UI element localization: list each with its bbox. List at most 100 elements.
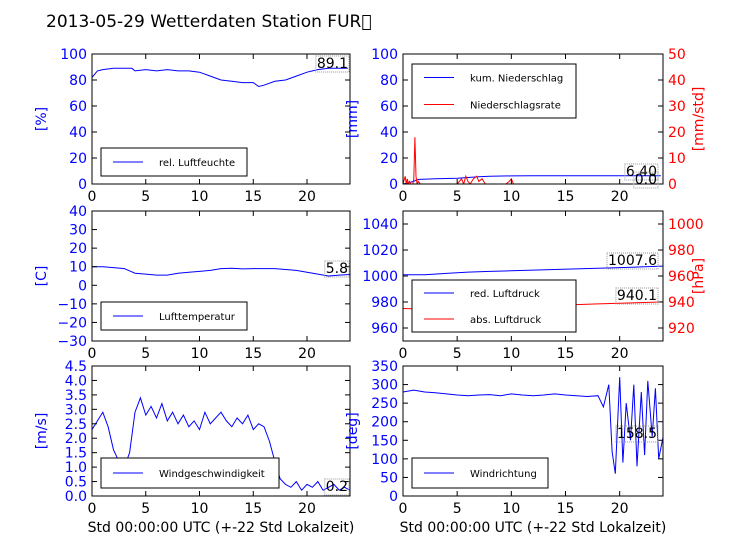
y2-tick-label-pressure-3: 980 xyxy=(668,243,695,259)
y-tick-label-humidity-4: 80 xyxy=(69,73,87,89)
y-tick-label-precip-5: 100 xyxy=(371,47,398,63)
value-annotation-box-winddir-0 xyxy=(615,425,659,443)
y-tick-label-temperature-0: −30 xyxy=(57,334,87,350)
y-tick-label-humidity-0: 0 xyxy=(78,177,87,193)
x-tick-label-precip-4: 20 xyxy=(611,189,629,205)
y-tick-label-humidity-3: 60 xyxy=(69,99,87,115)
y-tick-label-temperature-3: 0 xyxy=(78,278,87,294)
x-tick-label-winddir-1: 5 xyxy=(453,501,462,517)
x-tick-label-pressure-2: 10 xyxy=(502,346,520,362)
x-tick-label-temperature-2: 10 xyxy=(191,346,209,362)
y-tick-label-temperature-4: 10 xyxy=(69,260,87,276)
y-tick-label-windspeed-1: 0.5 xyxy=(65,475,87,491)
legend-pressure xyxy=(411,279,577,333)
x-tick-label-pressure-3: 15 xyxy=(557,346,575,362)
x-tick-label-temperature-1: 5 xyxy=(141,346,150,362)
x-tick-label-precip-0: 0 xyxy=(399,189,408,205)
y-axis-label-windspeed: [m/s] xyxy=(34,413,50,450)
y-tick-label-windspeed-0: 0.0 xyxy=(65,489,87,505)
x-tick-label-precip-1: 5 xyxy=(453,189,462,205)
y-tick-label-windspeed-2: 1.0 xyxy=(65,460,87,476)
x-tick-label-pressure-1: 5 xyxy=(453,346,462,362)
y-tick-label-windspeed-6: 3.0 xyxy=(65,402,87,418)
y-tick-label-windspeed-5: 2.5 xyxy=(65,417,87,433)
axes-frame-temperature xyxy=(91,210,351,342)
value-annotation-pressure-1: 940.1 xyxy=(617,288,657,304)
y-tick-label-temperature-6: 30 xyxy=(69,223,87,239)
y-tick-label-pressure-3: 1020 xyxy=(362,243,398,259)
x-tick-label-windspeed-3: 15 xyxy=(244,501,262,517)
panel-pressure: 0 5 10 15 20 960 980 1000 1020 1040 920 940 960 980 10… xyxy=(362,210,707,362)
series-line-temperature-0 xyxy=(92,266,350,277)
y-tick-label-precip-3: 60 xyxy=(380,99,398,115)
x-tick-label-windspeed-0: 0 xyxy=(88,501,97,517)
y-tick-label-temperature-5: 20 xyxy=(69,241,87,257)
y-tick-label-humidity-2: 40 xyxy=(69,125,87,141)
x-tick-label-humidity-0: 0 xyxy=(88,189,97,205)
value-annotation-temperature-0: 5.8 xyxy=(326,261,348,277)
y2-tick-label-precip-5: 50 xyxy=(668,47,686,63)
y-tick-label-windspeed-9: 4.5 xyxy=(65,359,87,375)
panel-windspeed: 0 5 10 15 20 0.00.51.01.52.02.53.03.54.04.5 [m… xyxy=(34,359,354,536)
y-tick-label-temperature-1: −20 xyxy=(57,315,87,331)
y2-tick-label-precip-2: 20 xyxy=(668,125,686,141)
y-tick-label-precip-2: 40 xyxy=(380,125,398,141)
x-tick-label-windspeed-2: 10 xyxy=(191,501,209,517)
y-tick-label-pressure-1: 980 xyxy=(371,295,398,311)
y-tick-label-winddir-4: 200 xyxy=(371,415,398,431)
y-tick-label-windspeed-3: 1.5 xyxy=(65,446,87,462)
x-tick-label-windspeed-1: 5 xyxy=(141,501,150,517)
y2-tick-label-precip-0: 0 xyxy=(668,177,677,193)
y-tick-label-pressure-4: 1040 xyxy=(362,217,398,233)
value-annotation-precip-1: 0.0 xyxy=(635,172,657,188)
legend-label-pressure-1: abs. Luftdruck xyxy=(470,315,541,326)
value-annotation-windspeed-0: 0.2 xyxy=(326,479,348,495)
y-tick-label-precip-1: 20 xyxy=(380,151,398,167)
axes-frame-humidity xyxy=(91,53,351,185)
series-line-humidity-0 xyxy=(92,67,348,88)
value-annotation-box-windspeed-0 xyxy=(324,478,350,496)
x-tick-label-winddir-3: 15 xyxy=(557,501,575,517)
value-annotation-pressure-0: 1007.6 xyxy=(608,253,657,269)
x-tick-label-pressure-4: 20 xyxy=(611,346,629,362)
y2-tick-label-pressure-0: 920 xyxy=(668,321,695,337)
series-line-winddir-0 xyxy=(403,377,663,474)
x-tick-label-winddir-4: 20 xyxy=(611,501,629,517)
y-tick-label-windspeed-4: 2.0 xyxy=(65,431,87,447)
y-tick-label-windspeed-7: 3.5 xyxy=(65,388,87,404)
x-tick-label-humidity-1: 5 xyxy=(141,189,150,205)
y-tick-label-winddir-2: 100 xyxy=(371,452,398,468)
value-annotation-winddir-0: 158.5 xyxy=(617,426,657,442)
value-annotation-box-pressure-1 xyxy=(615,287,659,305)
panel-humidity: 0 5 10 15 20 0 20 40 60 80 100 [%] rel. Luftfeuchte 8… xyxy=(34,47,351,205)
legend-label-windspeed-0: Windgeschwindigkeit xyxy=(159,469,265,480)
legend-label-precip-0: kum. Niederschlag xyxy=(470,74,563,85)
y-tick-label-temperature-7: 40 xyxy=(69,204,87,220)
figure-title: 2013-05-29 Wetterdaten Station FUR  xyxy=(46,12,372,32)
y-tick-label-pressure-0: 960 xyxy=(371,321,398,337)
value-annotation-box-precip-1 xyxy=(633,171,659,189)
y-tick-label-humidity-5: 100 xyxy=(60,47,87,63)
y-axis-label-temperature: [C] xyxy=(34,266,50,287)
y2-tick-label-precip-1: 10 xyxy=(668,151,686,167)
y-tick-label-windspeed-8: 4.0 xyxy=(65,373,87,389)
y-tick-label-winddir-5: 250 xyxy=(371,396,398,412)
y2-tick-label-pressure-1: 940 xyxy=(668,295,695,311)
value-annotation-box-pressure-0 xyxy=(606,252,659,270)
legend-label-temperature-0: Lufttemperatur xyxy=(159,312,236,323)
axes-frame-precip xyxy=(402,53,664,185)
x-tick-label-temperature-4: 20 xyxy=(298,346,316,362)
y-tick-label-winddir-7: 350 xyxy=(371,359,398,375)
y-tick-label-winddir-6: 300 xyxy=(371,378,398,394)
y2-tick-label-pressure-2: 960 xyxy=(668,269,695,285)
y2-axis-label-pressure: [hPa] xyxy=(691,258,707,294)
y-tick-label-temperature-2: −10 xyxy=(57,297,87,313)
y2-axis-label-precip: [mm/std] xyxy=(691,87,707,152)
y-axis-label-winddir: [deg] xyxy=(345,412,361,449)
legend-label-winddir-0: Windrichtung xyxy=(470,469,537,480)
legend-label-pressure-0: red. Luftdruck xyxy=(470,289,540,300)
y2-tick-label-precip-4: 40 xyxy=(668,73,686,89)
legend-label-precip-1: Niederschlagsrate xyxy=(470,101,561,112)
